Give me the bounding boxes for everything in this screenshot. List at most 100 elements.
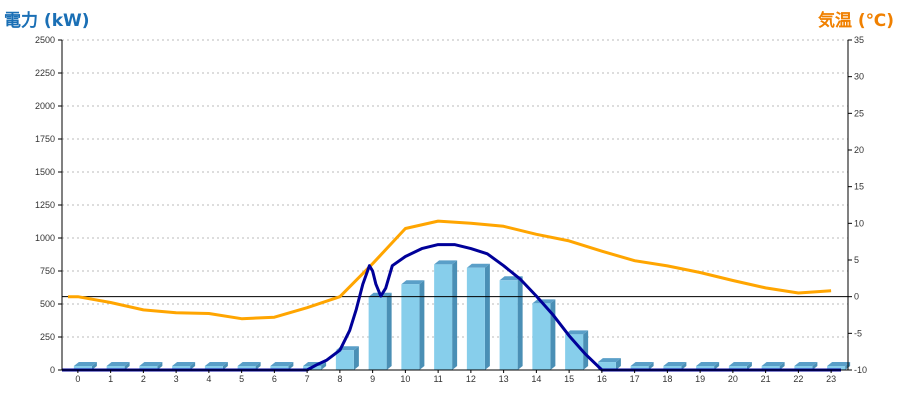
bar [270,362,294,370]
bar-top [73,362,97,366]
bar-front [532,303,551,370]
bar [106,362,130,370]
x-tick-label: 19 [695,374,705,384]
right-tick-label: 25 [854,108,864,118]
bar-top [532,299,556,304]
bar-side [353,346,359,370]
bar-top [204,362,228,366]
x-tick-label: 14 [531,374,541,384]
grid-lines [62,39,848,338]
x-tick-label: 4 [206,374,211,384]
bar [466,263,490,370]
bar-front [270,366,289,370]
bar-side [288,362,294,370]
bar-front [237,366,256,370]
bar-front [499,280,518,370]
bar-side [812,362,818,370]
right-tick-label: 0 [854,292,859,302]
bar-top [401,280,425,285]
bar-side [583,330,589,370]
right-tick-label: 35 [854,35,864,45]
left-tick-label: 2250 [35,68,55,78]
bar-top [827,362,851,366]
bar-side [714,362,720,370]
bar-top [172,362,196,366]
left-tick-label: 500 [40,299,55,309]
bar-front [139,366,158,370]
bar-front [73,366,92,370]
bar-top [434,260,458,265]
bar-top [270,362,294,366]
x-tick-label: 18 [662,374,672,384]
left-tick-label: 750 [40,266,55,276]
bar-side [157,362,163,370]
bar-series [73,260,851,370]
bar [172,362,196,370]
bar-front [335,350,354,370]
bar-front [368,296,387,370]
bar-side [91,362,97,370]
bar-front [565,334,584,370]
right-tick-label: 5 [854,255,859,265]
right-tick-label: 30 [854,72,864,82]
bar-top [139,362,163,366]
bar [761,362,785,370]
bar-top [663,362,687,366]
bar [794,362,818,370]
bar [630,362,654,370]
x-tick-label: 21 [761,374,771,384]
left-tick-label: 2000 [35,101,55,111]
left-tick-label: 0 [50,365,55,375]
bar-side [222,362,228,370]
x-tick-label: 13 [499,374,509,384]
x-tick-label: 0 [75,374,80,384]
bar-front [204,366,223,370]
bar-front [761,366,780,370]
bar [204,362,228,370]
bar [434,260,458,370]
x-tick-label: 17 [630,374,640,384]
bar-top [794,362,818,366]
bar-side [615,358,621,370]
right-tick-label: 20 [854,145,864,155]
bar-top [597,358,621,363]
bar-top [565,330,589,335]
bar-side [321,362,327,370]
bar-top [237,362,261,366]
bar [696,362,720,370]
x-tick-label: 16 [597,374,607,384]
bar [663,362,687,370]
x-tick-label: 1 [108,374,113,384]
right-axis-title: 気温 (℃) [817,11,894,31]
left-tick-label: 2500 [35,35,55,45]
bar-side [255,362,261,370]
x-tick-label: 7 [305,374,310,384]
bar-side [779,362,785,370]
bar-top [106,362,130,366]
x-tick-label: 2 [141,374,146,384]
bar-front [172,366,191,370]
bar-top [466,263,490,268]
bar [237,362,261,370]
x-tick-label: 22 [793,374,803,384]
left-tick-label: 1250 [35,200,55,210]
bar-side [484,263,490,370]
bar [597,358,621,370]
bar-front [597,362,616,370]
power-line [306,243,841,372]
bar-top [761,362,785,366]
bar-side [681,362,687,370]
bar [565,330,589,370]
left-tick-label: 1500 [35,167,55,177]
bar-front [794,366,813,370]
bar-side [648,362,654,370]
x-tick-label: 23 [826,374,836,384]
bar-side [452,260,458,370]
bar [401,280,425,370]
x-tick-label: 11 [433,374,442,384]
left-tick-label: 1000 [35,233,55,243]
x-tick-label: 20 [728,374,738,384]
bar-front [401,284,420,370]
x-tick-label: 8 [337,374,342,384]
